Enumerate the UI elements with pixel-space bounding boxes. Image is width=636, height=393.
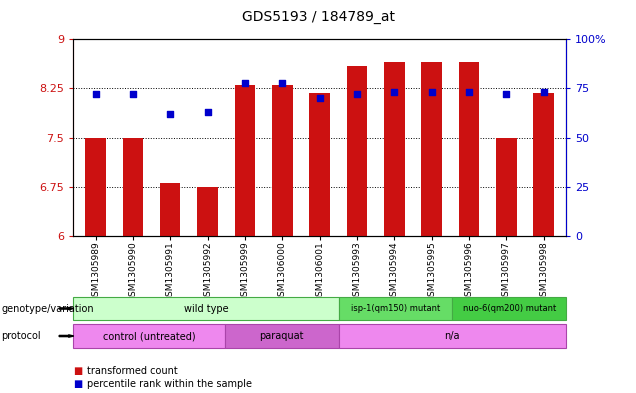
Point (277, 79, 287, 86)
Text: GDS5193 / 184789_at: GDS5193 / 184789_at (242, 10, 394, 24)
Point (165, 111, 176, 117)
Text: genotype/variation: genotype/variation (1, 303, 94, 314)
Point (464, 89, 474, 95)
Text: paraquat: paraquat (259, 331, 304, 341)
Point (202, 109, 212, 115)
Bar (197, 187, 218, 236)
Bar (496, 138, 516, 236)
Point (315, 95, 325, 101)
Bar (160, 184, 181, 236)
Text: ■: ■ (73, 379, 83, 389)
Bar (235, 85, 255, 236)
Text: isp-1(qm150) mutant: isp-1(qm150) mutant (351, 304, 440, 313)
Point (352, 91, 362, 97)
Bar (272, 85, 293, 236)
Point (539, 89, 549, 95)
Point (128, 91, 138, 97)
Point (501, 91, 511, 97)
Point (389, 89, 399, 95)
Bar (421, 62, 442, 236)
Text: nuo-6(qm200) mutant: nuo-6(qm200) mutant (462, 304, 556, 313)
Text: ■: ■ (73, 366, 83, 376)
Bar (85, 138, 106, 236)
Text: control (untreated): control (untreated) (102, 331, 195, 341)
Text: wild type: wild type (184, 303, 228, 314)
Bar (384, 62, 404, 236)
Point (240, 79, 250, 86)
Point (427, 89, 437, 95)
Bar (459, 62, 479, 236)
Text: transformed count: transformed count (87, 366, 178, 376)
Point (90, 91, 100, 97)
Text: protocol: protocol (1, 331, 41, 341)
Bar (534, 93, 554, 236)
Bar (347, 66, 367, 236)
Bar (123, 138, 143, 236)
Bar (309, 93, 330, 236)
Text: percentile rank within the sample: percentile rank within the sample (87, 379, 252, 389)
Text: n/a: n/a (445, 331, 460, 341)
